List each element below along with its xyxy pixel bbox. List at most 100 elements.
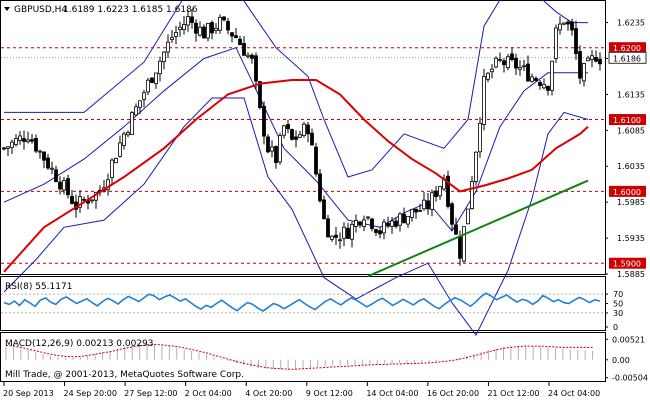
candle-body xyxy=(270,146,274,152)
candle-body xyxy=(294,136,298,140)
level-price-box xyxy=(609,114,646,126)
candle-body xyxy=(190,16,194,23)
candle xyxy=(206,22,210,42)
candle xyxy=(114,157,118,164)
candle-body xyxy=(198,26,202,36)
candle xyxy=(382,218,386,240)
candle xyxy=(390,217,394,234)
candle xyxy=(350,221,354,248)
current-price-box xyxy=(608,51,647,64)
candle-body xyxy=(522,65,526,68)
candle xyxy=(326,214,330,238)
candle-body xyxy=(554,27,558,59)
candle xyxy=(582,62,586,87)
candle-body xyxy=(446,175,450,207)
candle xyxy=(274,145,278,169)
candle-body xyxy=(334,234,338,238)
candle-body xyxy=(226,20,230,31)
candle xyxy=(234,27,238,39)
candle-body xyxy=(330,235,334,240)
candle-body xyxy=(366,216,370,219)
candle xyxy=(566,20,570,31)
candle-body xyxy=(582,63,586,82)
candle-body xyxy=(306,124,310,135)
ohlc-values: 1.6189 1.6223 1.6185 1.6186 xyxy=(63,5,198,15)
candle xyxy=(118,135,122,158)
candle-body xyxy=(30,139,34,142)
candle xyxy=(546,85,550,96)
candle-body xyxy=(302,123,306,136)
candle-body xyxy=(318,173,322,202)
candle xyxy=(258,80,262,110)
candle-body xyxy=(282,125,286,136)
candle-body xyxy=(166,41,170,53)
candle-body xyxy=(278,135,282,163)
candle-body xyxy=(134,106,138,116)
candle-body xyxy=(34,137,38,152)
candle xyxy=(278,132,282,165)
candle-body xyxy=(22,138,26,142)
candle xyxy=(486,72,490,83)
candle-body xyxy=(142,92,146,100)
candle xyxy=(202,24,206,39)
candle xyxy=(262,101,266,145)
candle xyxy=(338,232,342,249)
candle xyxy=(78,190,82,213)
candle xyxy=(26,131,30,144)
candle-body xyxy=(434,190,438,197)
candle xyxy=(446,170,450,209)
candle-body xyxy=(382,221,386,234)
candle xyxy=(106,173,110,196)
candle xyxy=(290,128,294,141)
candle-body xyxy=(286,124,290,130)
candle xyxy=(250,53,254,64)
macd-panel xyxy=(0,332,606,382)
candle xyxy=(398,212,402,232)
candle xyxy=(426,193,430,215)
candle xyxy=(370,217,374,232)
candle-body xyxy=(182,23,186,31)
candle xyxy=(330,235,334,242)
candle-body xyxy=(418,210,422,212)
candle xyxy=(198,21,202,37)
dropdown-arrow-icon[interactable] xyxy=(4,7,10,11)
candle-body xyxy=(558,23,562,31)
candle xyxy=(134,103,138,116)
candle-body xyxy=(238,38,242,46)
candle xyxy=(522,59,526,72)
time-axis: 20 Sep 2013 24 Sep 20:00 27 Sep 12:00 2 Oct… xyxy=(3,382,600,398)
candle xyxy=(518,60,522,76)
time-tick-label: 24 Sep 20:00 xyxy=(64,389,117,398)
candle xyxy=(570,18,574,36)
rsi-tick-label: 70 xyxy=(613,290,623,299)
candle-body xyxy=(326,218,330,238)
candle xyxy=(414,208,418,219)
candle xyxy=(434,186,438,202)
candle xyxy=(222,16,226,22)
candle-body xyxy=(114,157,118,164)
candle xyxy=(562,22,566,26)
candlesticks xyxy=(2,9,602,266)
candle xyxy=(174,25,178,45)
candle xyxy=(402,207,406,224)
level-price-label: 1.6200 xyxy=(613,44,641,53)
candle-body xyxy=(386,223,390,227)
candle-body xyxy=(430,192,434,210)
candle xyxy=(266,134,270,154)
candle-body xyxy=(482,76,486,125)
candle xyxy=(494,56,498,69)
candle xyxy=(182,16,186,35)
candle xyxy=(418,203,422,212)
candle xyxy=(214,23,218,35)
candle-body xyxy=(462,226,466,262)
candle-body xyxy=(362,219,366,227)
candle-body xyxy=(526,63,530,82)
macd-label: MACD(12,26,9) 0.00213 0.00293 xyxy=(5,339,154,349)
candle xyxy=(362,215,366,232)
candle-body xyxy=(38,150,42,153)
candle xyxy=(346,222,350,240)
candle-body xyxy=(266,136,270,153)
candle xyxy=(490,64,494,79)
